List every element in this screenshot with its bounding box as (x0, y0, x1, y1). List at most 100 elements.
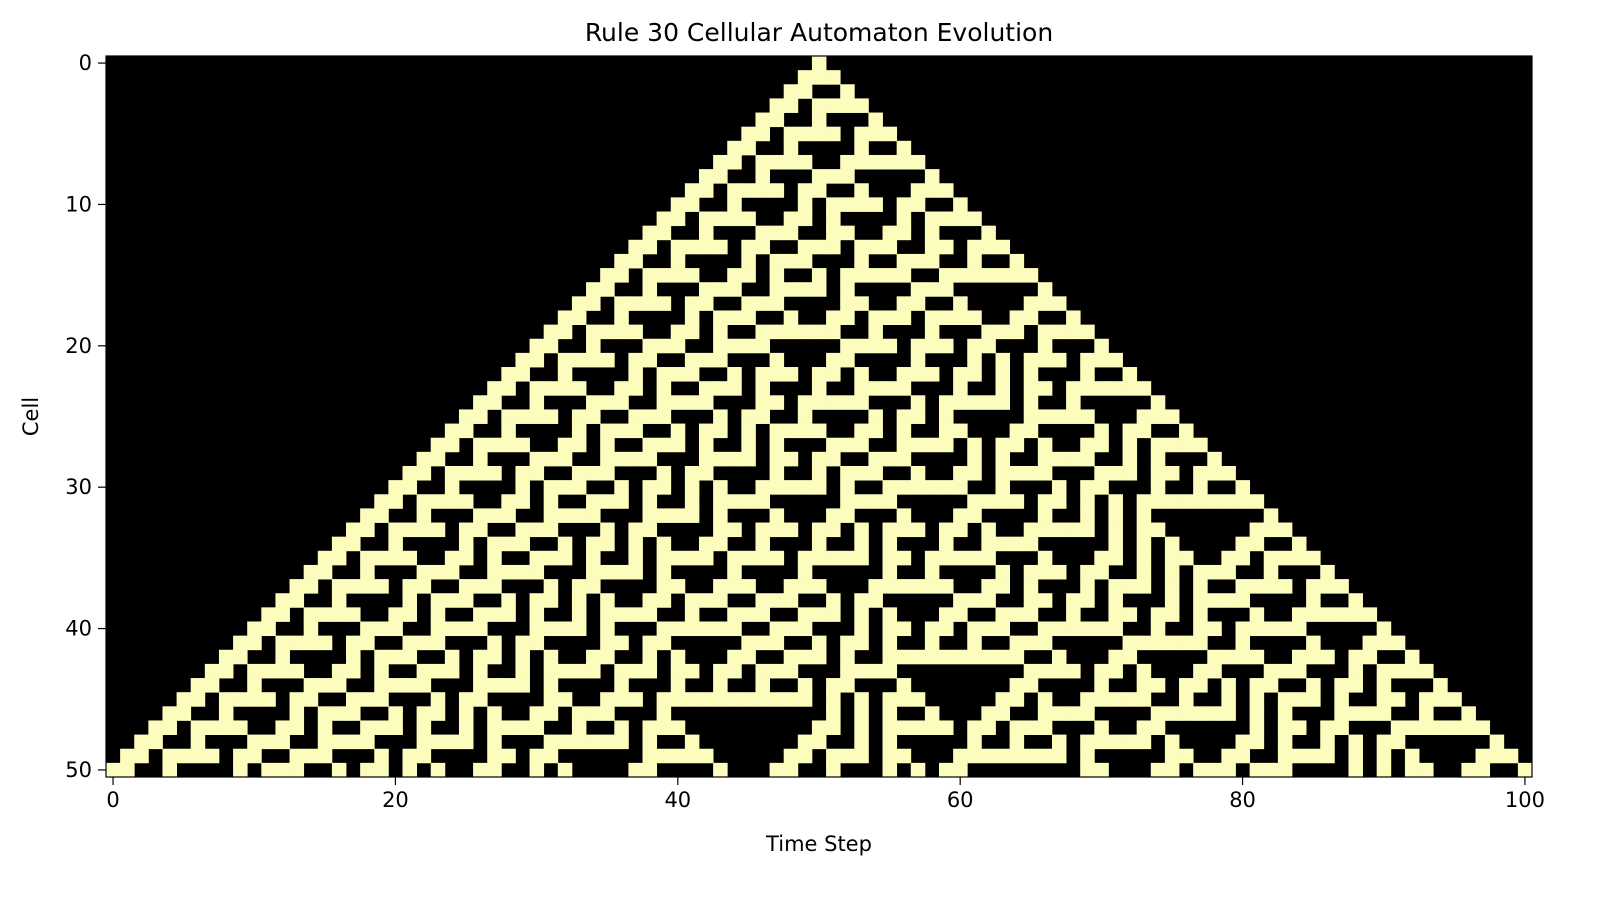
heatmap-cell (1009, 678, 1025, 693)
heatmap-cell (981, 522, 996, 538)
heatmap-cell (1108, 607, 1123, 622)
heatmap-cell (727, 451, 742, 467)
heatmap-cell (1221, 593, 1236, 608)
heatmap-cell (713, 451, 728, 467)
heatmap-cell (628, 423, 643, 439)
heatmap-cell (896, 437, 912, 453)
heatmap-cell (840, 550, 855, 566)
heatmap-cell (670, 395, 686, 410)
heatmap-cell (331, 607, 347, 622)
heatmap-cell (783, 762, 799, 778)
heatmap-cell (1164, 706, 1180, 721)
heatmap-cell (571, 423, 587, 439)
heatmap-cell (1108, 621, 1123, 637)
heatmap-cell (515, 649, 530, 665)
heatmap-cell (473, 663, 488, 679)
heatmap-cell (967, 211, 982, 227)
heatmap-cell (586, 536, 601, 552)
heatmap-cell (148, 734, 163, 750)
heatmap-cell (247, 635, 262, 651)
heatmap-cell (953, 480, 968, 495)
heatmap-cell (755, 678, 770, 693)
heatmap-cell (1136, 692, 1152, 707)
heatmap-cell (487, 508, 502, 523)
heatmap-cell (303, 678, 319, 693)
heatmap-cell (967, 395, 982, 410)
heatmap-cell (1136, 423, 1152, 439)
heatmap-cell (1066, 409, 1081, 424)
heatmap-cell (543, 338, 559, 354)
heatmap-cell (882, 734, 898, 750)
heatmap-cell (981, 338, 996, 354)
heatmap-cell (1263, 522, 1279, 538)
heatmap-cell (1122, 579, 1138, 594)
heatmap-cell (826, 748, 841, 764)
heatmap-cell (1066, 451, 1081, 467)
heatmap-cell (783, 423, 799, 439)
heatmap-cell (882, 536, 898, 552)
heatmap-cell (1193, 564, 1208, 580)
heatmap-cell (840, 338, 855, 354)
heatmap-cell (600, 437, 615, 453)
heatmap-cell (783, 126, 799, 142)
heatmap-cell (1080, 621, 1095, 637)
heatmap-cell (402, 649, 418, 665)
heatmap-cell (713, 522, 728, 538)
heatmap-cell (331, 536, 347, 552)
heatmap-cell (106, 762, 121, 778)
heatmap-cell (388, 706, 403, 721)
heatmap-cell (1094, 762, 1109, 778)
heatmap-cell (910, 579, 926, 594)
heatmap-cell (995, 395, 1011, 410)
heatmap-cell (797, 678, 813, 693)
heatmap-cell (374, 720, 389, 735)
heatmap-cell (684, 296, 700, 311)
heatmap-cell (896, 692, 912, 707)
heatmap-cell (388, 720, 403, 735)
heatmap-cell (1249, 522, 1265, 538)
heatmap-cell (741, 494, 756, 509)
heatmap-cell (458, 593, 474, 608)
heatmap-cell (811, 550, 827, 566)
heatmap-cell (727, 621, 742, 637)
heatmap-cell (811, 169, 827, 184)
heatmap-cell (840, 310, 855, 326)
heatmap-cell (1051, 480, 1067, 495)
heatmap-cell (684, 494, 700, 509)
heatmap-cell (769, 663, 785, 679)
heatmap-cell (854, 98, 869, 113)
heatmap-cell (557, 310, 573, 326)
heatmap-cell (1376, 706, 1392, 721)
heatmap-cell (882, 720, 898, 735)
heatmap-cell (557, 762, 573, 778)
heatmap-cell (458, 621, 474, 637)
heatmap-cell (924, 720, 940, 735)
heatmap-cell (755, 324, 770, 340)
heatmap-cell (1164, 437, 1180, 453)
heatmap-cell (826, 550, 841, 566)
heatmap-cell (1009, 253, 1025, 269)
heatmap-cell (430, 635, 446, 651)
heatmap-cell (656, 508, 672, 523)
heatmap-cell (487, 395, 502, 410)
heatmap-cell (939, 649, 954, 665)
heatmap-cell (430, 762, 446, 778)
heatmap-cell (247, 621, 262, 637)
heatmap-cell (1009, 465, 1025, 481)
heatmap-cell (910, 352, 926, 368)
heatmap-cell (797, 607, 813, 622)
heatmap-cell (727, 381, 742, 396)
x-axis: 0 20 40 60 80 100 (106, 777, 1545, 812)
heatmap-cell (840, 508, 855, 523)
heatmap-cell (430, 522, 446, 538)
heatmap-cell (1207, 494, 1222, 509)
heatmap-cell (1066, 522, 1081, 538)
heatmap-cell (854, 706, 869, 721)
heatmap-cell (783, 154, 799, 170)
heatmap-cell (656, 692, 672, 707)
heatmap-cell (571, 593, 587, 608)
heatmap-cell (1037, 635, 1053, 651)
heatmap-cell (1404, 663, 1420, 679)
heatmap-cell (797, 395, 813, 410)
heatmap-cell (571, 480, 587, 495)
